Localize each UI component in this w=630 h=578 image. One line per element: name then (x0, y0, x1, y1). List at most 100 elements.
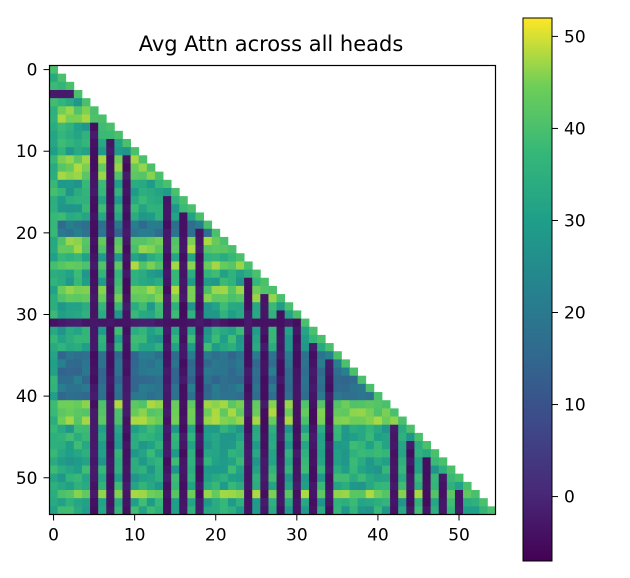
heatmap-cell (236, 490, 245, 499)
heatmap-cell (317, 490, 326, 499)
heatmap-cell (171, 498, 180, 507)
heatmap-cell (138, 245, 148, 254)
heatmap-cell (154, 318, 164, 328)
heatmap-cell (341, 498, 350, 507)
heatmap-cell (90, 481, 99, 491)
heatmap-cell (130, 490, 140, 499)
heatmap-cell (98, 228, 107, 238)
heatmap-cell (430, 465, 440, 475)
heatmap-cell (211, 441, 221, 450)
heatmap-cell (349, 416, 359, 426)
heatmap-cell (211, 236, 221, 246)
heatmap-cell (98, 147, 107, 156)
heatmap-cell (179, 383, 188, 393)
heatmap-cell (187, 383, 196, 393)
heatmap-cell (73, 212, 83, 222)
heatmap-cell (308, 408, 318, 417)
heatmap-cell (349, 383, 359, 393)
heatmap-cell (308, 343, 318, 352)
heatmap-cell (179, 253, 188, 262)
heatmap-cell (236, 383, 245, 393)
heatmap-cell (268, 302, 277, 311)
heatmap-cell (106, 220, 115, 230)
heatmap-cell (244, 359, 253, 368)
heatmap-cell (146, 236, 156, 246)
heatmap-cell (292, 400, 302, 409)
heatmap-cell (276, 408, 286, 417)
heatmap-cell (122, 432, 131, 442)
heatmap-cell (244, 400, 253, 409)
heatmap-cell (187, 310, 196, 319)
heatmap-cell (57, 138, 67, 148)
heatmap-cell (163, 220, 172, 230)
heatmap-cell (236, 253, 245, 262)
heatmap-cell (49, 416, 59, 426)
heatmap-cell (138, 343, 148, 352)
heatmap-cell (114, 408, 123, 417)
heatmap-cell (349, 375, 359, 385)
heatmap-cell (236, 269, 245, 279)
heatmap-cell (292, 392, 302, 401)
heatmap-cell (203, 457, 213, 466)
heatmap-cell (122, 204, 131, 213)
heatmap-cell (357, 416, 367, 426)
heatmap-cell (98, 465, 107, 475)
heatmap-cell (65, 236, 75, 246)
heatmap-cell (227, 351, 237, 360)
heatmap-cell (122, 400, 131, 409)
heatmap-cell (114, 294, 123, 303)
heatmap-cell (284, 359, 294, 368)
heatmap-cell (284, 441, 294, 450)
heatmap-cell (73, 351, 83, 360)
heatmap-cell (203, 383, 213, 393)
heatmap-cell (163, 334, 172, 344)
heatmap-cell (365, 506, 375, 515)
heatmap-cell (211, 310, 221, 319)
heatmap-cell (390, 441, 399, 450)
heatmap-cell (268, 367, 277, 377)
heatmap-cell (292, 416, 302, 426)
heatmap-cell (90, 106, 99, 115)
heatmap-cell (422, 441, 432, 450)
heatmap-cell (57, 261, 67, 270)
heatmap-cell (438, 498, 448, 507)
heatmap-cell (252, 375, 261, 385)
heatmap-cell (203, 285, 213, 295)
heatmap-cell (98, 424, 107, 434)
heatmap-cell (187, 400, 196, 409)
heatmap-cell (211, 277, 221, 287)
heatmap-cell (106, 269, 115, 279)
heatmap-cell (130, 261, 140, 270)
heatmap-cell (227, 326, 237, 336)
heatmap-cell (98, 449, 107, 458)
heatmap-cell (49, 204, 59, 213)
heatmap-cell (154, 228, 164, 238)
heatmap-cell (317, 481, 326, 491)
heatmap-cell (114, 400, 123, 409)
heatmap-cell (114, 375, 123, 385)
heatmap-cell (227, 481, 237, 491)
heatmap-cell (57, 375, 67, 385)
heatmap-cell (292, 326, 302, 336)
heatmap-cell (49, 89, 59, 99)
heatmap-cell (179, 318, 188, 328)
heatmap-cell (244, 441, 253, 450)
heatmap-cell (292, 334, 302, 344)
heatmap-cell (122, 457, 131, 466)
x-tick-label: 40 (367, 526, 389, 546)
heatmap-cell (90, 122, 99, 132)
heatmap-cell (73, 253, 83, 262)
heatmap-cell (90, 359, 99, 368)
heatmap-cell (146, 261, 156, 270)
heatmap-cell (430, 473, 440, 483)
heatmap-cell (187, 490, 196, 499)
heatmap-cell (179, 310, 188, 319)
heatmap-cell (81, 147, 91, 156)
y-tick-label: 30 (16, 305, 38, 325)
heatmap-cell (203, 294, 213, 303)
heatmap-cell (227, 277, 237, 287)
heatmap-cell (49, 261, 59, 270)
heatmap-cell (365, 441, 375, 450)
heatmap-cell (333, 473, 342, 483)
heatmap-cell (57, 89, 67, 99)
